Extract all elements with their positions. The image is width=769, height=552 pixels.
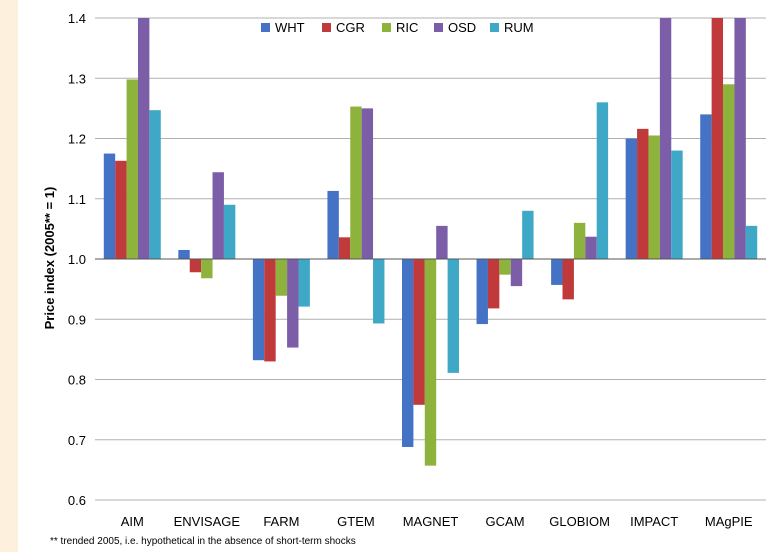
y-tick-labels: 0.6 0.7 0.8 0.9 1.0 1.1 1.2 1.3 1.4 (68, 11, 86, 508)
bar-aim-ric (126, 79, 138, 259)
y-tick-label: 0.6 (68, 493, 86, 508)
bar-gtem-osd (361, 108, 374, 259)
bar-farm-wht (252, 259, 265, 361)
bar-gtem-rum (373, 259, 385, 324)
category-label: IMPACT (630, 514, 678, 529)
bar-impact-rum (671, 150, 683, 259)
legend-label-osd: OSD (448, 20, 476, 35)
bar-globiom-ric (573, 222, 586, 259)
bar-farm-osd (287, 259, 299, 348)
legend-swatch-wht (261, 23, 270, 32)
y-tick-label: 0.7 (68, 433, 86, 448)
bar-aim-wht (103, 153, 116, 259)
bar-envisage-wht (178, 249, 190, 259)
y-tick-label: 1.1 (68, 192, 86, 207)
legend-label-ric: RIC (396, 20, 418, 35)
category-label: GLOBIOM (549, 514, 610, 529)
bar-impact-wht (625, 138, 638, 259)
bar-envisage-osd (212, 172, 224, 259)
bar-magpie-cgr (711, 18, 724, 259)
bar-gcam-rum (522, 210, 534, 259)
bar-magnet-osd (436, 225, 448, 259)
bar-gcam-ric (499, 259, 511, 275)
bar-magnet-rum (447, 259, 459, 373)
category-label: GCAM (486, 514, 525, 529)
legend-label-cgr: CGR (336, 20, 365, 35)
y-tick-label: 0.9 (68, 312, 86, 327)
bar-magnet-cgr (413, 259, 425, 405)
bar-magpie-osd (734, 18, 746, 259)
legend-swatch-ric (382, 23, 391, 32)
legend-swatch-osd (434, 23, 443, 32)
y-tick-label: 1.2 (68, 132, 86, 147)
footnote: ** trended 2005, i.e. hypothetical in th… (50, 536, 356, 547)
bar-impact-ric (648, 135, 660, 259)
bar-envisage-ric (201, 259, 213, 279)
bar-globiom-cgr (562, 259, 574, 300)
bar-farm-ric (275, 259, 288, 296)
bar-envisage-cgr (189, 259, 202, 273)
bar-magnet-ric (424, 259, 437, 466)
category-label: ENVISAGE (174, 514, 241, 529)
legend-swatch-cgr (322, 23, 331, 32)
bar-magnet-wht (402, 259, 414, 447)
bars (103, 18, 758, 466)
category-labels: AIM ENVISAGE FARM GTEM MAGNET GCAM GLOBIOM IMPA… (121, 514, 753, 529)
y-tick-label: 1.0 (68, 252, 86, 267)
legend-label-wht: WHT (275, 20, 305, 35)
bar-gcam-osd (510, 259, 523, 287)
bar-aim-rum (149, 110, 161, 260)
bar-impact-cgr (637, 128, 649, 259)
category-label: MAGNET (403, 514, 459, 529)
category-label: FARM (263, 514, 299, 529)
bar-globiom-osd (585, 236, 597, 259)
bar-magpie-rum (745, 225, 758, 259)
bar-magpie-ric (723, 84, 735, 260)
y-tick-label: 1.3 (68, 71, 86, 86)
bar-gtem-wht (327, 190, 339, 259)
bar-gcam-wht (476, 259, 488, 325)
y-tick-label: 0.8 (68, 373, 86, 388)
bar-chart: 0.6 0.7 0.8 0.9 1.0 1.1 1.2 1.3 1.4 AIM ENVISAGE F… (42, 11, 766, 529)
bar-globiom-rum (596, 102, 609, 259)
bar-gtem-cgr (338, 237, 351, 259)
bar-farm-rum (298, 259, 310, 307)
legend-swatch-rum (490, 23, 499, 32)
category-label: AIM (121, 514, 144, 529)
category-label: MAgPIE (705, 514, 753, 529)
chart-panel: 0.6 0.7 0.8 0.9 1.0 1.1 1.2 1.3 1.4 AIM ENVISAGE F… (18, 0, 769, 552)
bar-aim-cgr (115, 160, 127, 259)
bar-envisage-rum (223, 204, 236, 259)
bar-gcam-cgr (487, 259, 500, 309)
y-axis-title: Price index (2005** = 1) (42, 187, 57, 330)
bar-gtem-ric (350, 106, 362, 259)
bar-aim-osd (137, 18, 150, 259)
legend: WHT CGR RIC OSD RUM (261, 20, 534, 35)
category-label: GTEM (337, 514, 375, 529)
bar-farm-cgr (264, 259, 276, 362)
bar-impact-osd (659, 18, 672, 259)
bar-magpie-wht (700, 114, 712, 260)
bar-globiom-wht (551, 259, 563, 285)
legend-label-rum: RUM (504, 20, 534, 35)
y-tick-label: 1.4 (68, 11, 86, 26)
